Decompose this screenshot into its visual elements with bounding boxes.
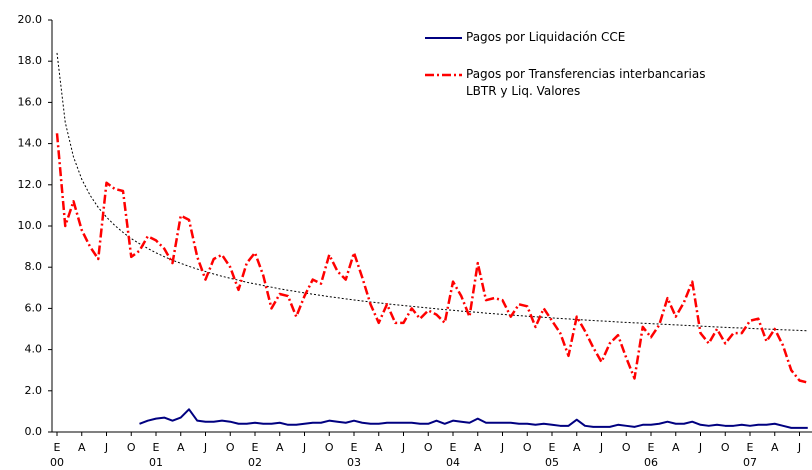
x-tick-label: O [622, 441, 631, 454]
x-group-label: 01 [149, 456, 163, 469]
x-tick-label: E [153, 441, 160, 454]
x-group-label: 00 [50, 456, 64, 469]
y-tick-label: 18.0 [18, 54, 43, 67]
x-tick-label: J [203, 441, 207, 454]
x-tick-label: O [325, 441, 334, 454]
x-tick-label: E [549, 441, 556, 454]
x-tick-label: J [302, 441, 306, 454]
x-tick-label: E [252, 441, 259, 454]
legend-label: Pagos por Transferencias interbancarias … [466, 67, 706, 98]
x-tick-label: A [672, 441, 680, 454]
x-tick-label: E [648, 441, 655, 454]
x-tick-label: J [698, 441, 702, 454]
y-tick-label: 0.0 [25, 425, 43, 438]
x-tick-label: J [797, 441, 801, 454]
x-tick-label: J [599, 441, 603, 454]
series-line [56, 52, 808, 332]
x-tick-label: A [276, 441, 284, 454]
y-tick-label: 8.0 [25, 260, 43, 273]
x-tick-label: J [401, 441, 405, 454]
x-tick-label: A [474, 441, 482, 454]
x-tick-label: A [78, 441, 86, 454]
y-tick-label: 4.0 [25, 343, 43, 356]
x-tick-label: O [127, 441, 136, 454]
y-tick-label: 20.0 [18, 13, 43, 26]
x-tick-label: O [424, 441, 433, 454]
legend-label: Pagos por Liquidación CCE [466, 30, 626, 44]
x-tick-label: E [747, 441, 754, 454]
x-tick-label: E [54, 441, 61, 454]
x-tick-label: O [523, 441, 532, 454]
x-tick-label: J [500, 441, 504, 454]
x-tick-label: A [177, 441, 185, 454]
y-tick-label: 14.0 [18, 137, 43, 150]
series-line [139, 408, 808, 429]
y-tick-label: 16.0 [18, 95, 43, 108]
x-tick-label: O [721, 441, 730, 454]
y-tick-label: 2.0 [25, 384, 43, 397]
x-group-label: 04 [446, 456, 460, 469]
x-group-label: 06 [644, 456, 658, 469]
y-tick-label: 10.0 [18, 219, 43, 232]
x-tick-label: E [450, 441, 457, 454]
y-tick-label: 6.0 [25, 301, 43, 314]
x-tick-label: A [573, 441, 581, 454]
series-line [55, 133, 809, 384]
x-group-label: 02 [248, 456, 262, 469]
x-tick-label: E [351, 441, 358, 454]
x-tick-label: A [771, 441, 779, 454]
x-tick-label: O [226, 441, 235, 454]
x-group-label: 03 [347, 456, 361, 469]
x-tick-label: J [104, 441, 108, 454]
y-tick-label: 12.0 [18, 178, 43, 191]
x-group-label: 07 [743, 456, 757, 469]
x-group-label: 05 [545, 456, 559, 469]
x-tick-label: A [375, 441, 383, 454]
